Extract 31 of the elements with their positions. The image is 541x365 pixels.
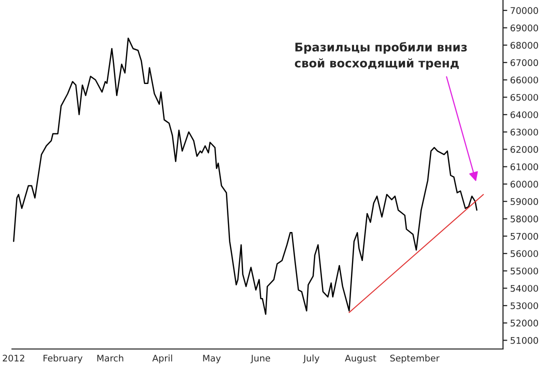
x-tick-label: July <box>302 354 320 364</box>
y-tick-label: 64000 <box>510 111 538 118</box>
x-tick-label: February <box>44 354 82 364</box>
x-tick-label: 2012 <box>2 354 24 362</box>
line-series <box>13 38 478 315</box>
annotation: Бразильцы пробили вниз свой восходящий тренд <box>294 42 467 70</box>
y-tick-label: 66000 <box>510 76 538 84</box>
y-tick-label: 58000 <box>510 216 538 222</box>
x-tick-label: March <box>97 354 124 362</box>
y-tick-label: 59000 <box>510 198 538 205</box>
y-tick-label: 56000 <box>510 250 538 258</box>
x-tick-label: May <box>203 354 221 364</box>
y-tick-label: 68000 <box>510 42 538 49</box>
y-tick-label: 70000 <box>510 7 538 14</box>
y-tick-label: 52000 <box>510 320 538 327</box>
x-tick-label: August <box>344 354 376 364</box>
y-tick-label: 55000 <box>510 268 538 274</box>
x-tick-label: September <box>390 354 440 364</box>
y-tick-label: 62000 <box>510 146 538 153</box>
y-tick-label: 57000 <box>510 232 538 240</box>
y-tick-label: 63000 <box>510 128 538 136</box>
y-tick-label: 54000 <box>510 284 538 292</box>
x-tick-label: June <box>250 354 270 364</box>
y-tick-label: 60000 <box>510 180 538 188</box>
y-tick-label: 53000 <box>510 302 538 310</box>
y-tick-label: 67000 <box>510 59 538 66</box>
x-tick-label: April <box>152 354 172 364</box>
y-tick-label: 69000 <box>510 24 538 32</box>
y-tick-label: 61000 <box>510 163 538 170</box>
y-tick-label: 51000 <box>510 337 538 344</box>
y-tick-label: 65000 <box>510 94 538 101</box>
